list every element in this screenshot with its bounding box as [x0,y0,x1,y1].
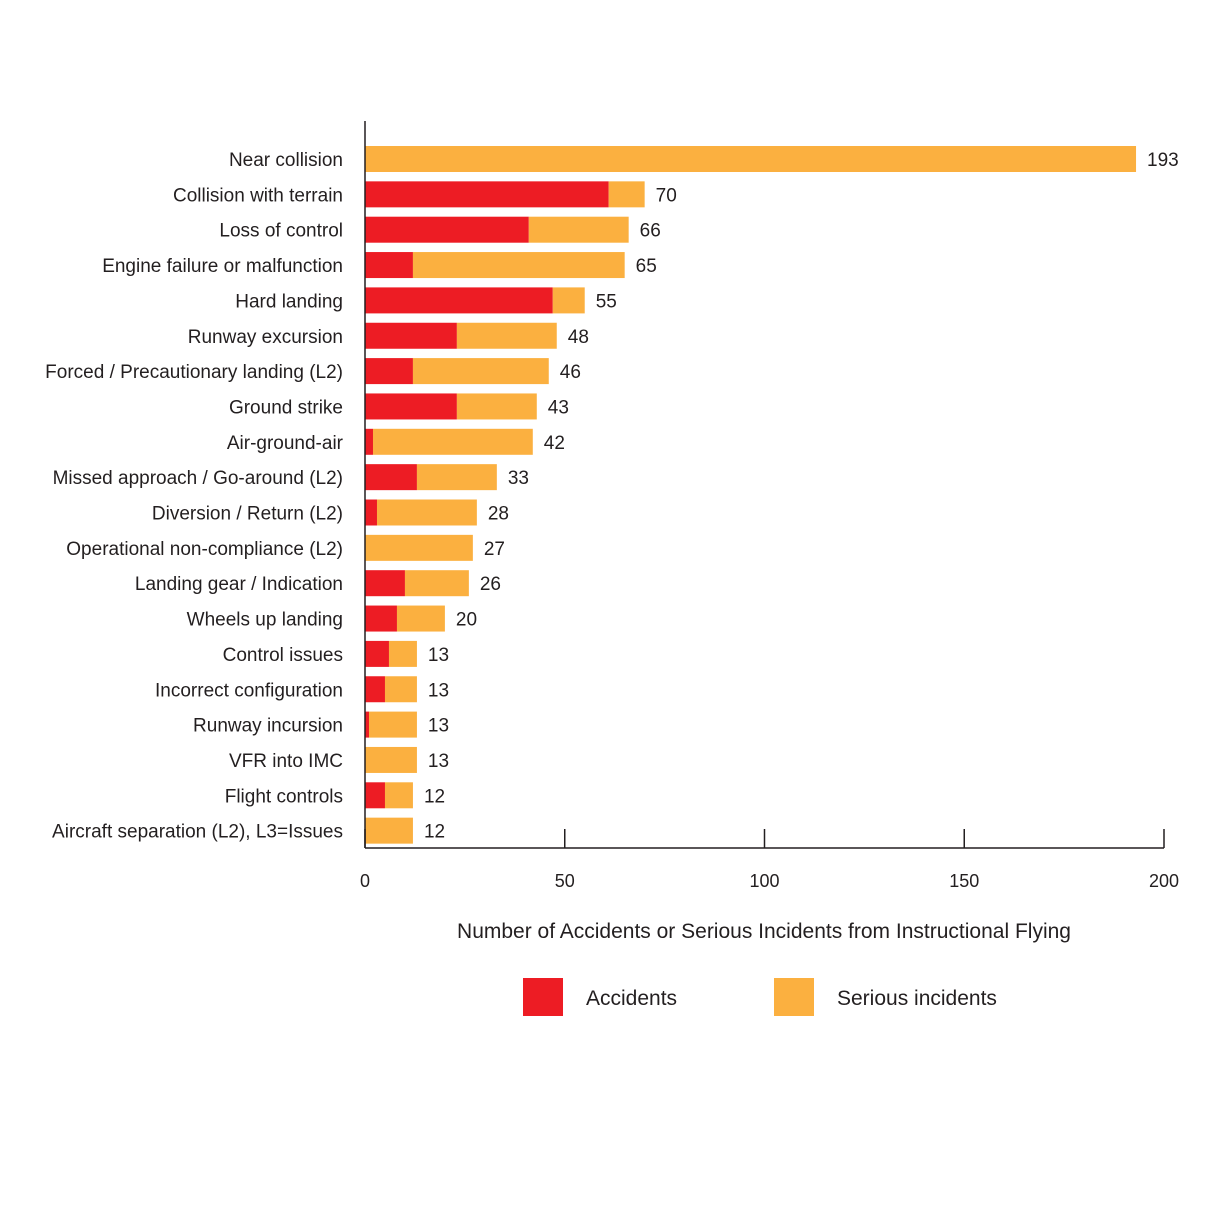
total-label: 28 [488,504,509,525]
bar-serious-incidents-aircraft-separation-l2-l3-issues [365,817,413,844]
category-label: Forced / Precautionary landing (L2) [45,362,343,383]
category-label: Engine failure or malfunction [102,256,343,277]
category-label: Flight controls [225,786,343,807]
bar-accidents-missed-approach-go-around-l2 [365,464,417,491]
total-label: 13 [428,716,449,737]
category-label: Collision with terrain [173,185,343,206]
legend: Accidents Serious incidents [523,978,997,1016]
category-label: Landing gear / Indication [135,574,343,595]
total-label: 13 [428,751,449,772]
bar-accidents-ground-strike [365,393,457,420]
x-tick-label: 100 [749,871,779,891]
total-label: 33 [508,468,529,489]
bar-accidents-control-issues [365,640,389,667]
bars-group [365,146,1137,844]
total-label: 13 [428,645,449,666]
legend-label-serious-incidents: Serious incidents [837,987,997,1010]
bar-serious-incidents-hard-landing [552,287,585,314]
bar-accidents-landing-gear-indication [365,570,405,597]
bar-serious-incidents-forced-precautionary-landing-l2 [412,358,549,385]
bar-accidents-loss-of-control [365,216,529,243]
x-tick-label: 0 [360,871,370,891]
category-label: Hard landing [235,291,343,312]
total-label: 66 [640,221,661,242]
total-label: 43 [548,397,569,418]
bar-serious-incidents-air-ground-air [372,428,533,455]
legend-swatch-serious-incidents [774,978,814,1016]
bar-serious-incidents-runway-incursion [368,711,417,738]
bar-serious-incidents-incorrect-configuration [384,676,417,703]
category-label: Ground strike [229,397,343,418]
bar-serious-incidents-control-issues [388,640,417,667]
category-label: Diversion / Return (L2) [152,504,343,525]
category-labels: Near collision Collision with terrain Loss… [45,150,343,843]
bar-accidents-incorrect-configuration [365,676,385,703]
bar-serious-incidents-ground-strike [456,393,537,420]
bar-serious-incidents-operational-non-compliance-l2 [365,534,473,561]
legend-swatch-accidents [523,978,563,1016]
bar-accidents-runway-incursion [365,711,369,738]
total-label: 42 [544,433,565,454]
total-label: 12 [424,822,445,843]
bar-accidents-runway-excursion [365,322,457,349]
bar-accidents-engine-failure-or-malfunction [365,252,413,279]
bar-serious-incidents-loss-of-control [528,216,629,243]
bar-serious-incidents-vfr-into-imc [365,746,417,773]
legend-label-accidents: Accidents [586,987,677,1010]
category-label: Operational non-compliance (L2) [66,539,343,560]
bar-serious-incidents-runway-excursion [456,322,557,349]
total-label: 48 [568,327,589,348]
category-label: Loss of control [219,221,343,242]
total-label: 20 [456,610,477,631]
x-tick-label: 150 [949,871,979,891]
bar-serious-incidents-collision-with-terrain [608,181,645,208]
bar-serious-incidents-wheels-up-landing [396,605,445,632]
x-tick-label: 200 [1149,871,1179,891]
category-label: Runway excursion [188,327,343,348]
total-label: 55 [596,291,617,312]
x-tick-label: 50 [555,871,575,891]
total-label: 46 [560,362,581,383]
bar-accidents-collision-with-terrain [365,181,609,208]
total-label: 12 [424,786,445,807]
total-label: 193 [1147,150,1179,171]
category-label: Near collision [229,150,343,171]
bar-accidents-wheels-up-landing [365,605,397,632]
bar-accidents-flight-controls [365,782,385,809]
bar-serious-incidents-missed-approach-go-around-l2 [416,464,497,491]
category-label: Control issues [223,645,343,666]
category-label: Aircraft separation (L2), L3=Issues [52,822,343,843]
category-label: Wheels up landing [187,610,343,631]
bar-serious-incidents-landing-gear-indication [404,570,469,597]
category-label: Incorrect configuration [155,680,343,701]
bar-serious-incidents-near-collision [365,146,1137,172]
total-label: 70 [656,185,677,206]
bar-serious-incidents-diversion-return-l2 [376,499,477,526]
x-ticks: 0 50 100 150 200 [360,829,1179,891]
total-label: 65 [636,256,657,277]
bar-accidents-diversion-return-l2 [365,499,377,526]
category-label: Runway incursion [193,716,343,737]
bar-accidents-forced-precautionary-landing-l2 [365,358,413,385]
category-label: VFR into IMC [229,751,343,772]
bar-accidents-hard-landing [365,287,553,314]
total-label: 26 [480,574,501,595]
category-label: Air-ground-air [227,433,344,454]
total-label: 13 [428,680,449,701]
bar-serious-incidents-flight-controls [384,782,413,809]
x-axis-title: Number of Accidents or Serious Incidents… [457,920,1071,943]
total-label: 27 [484,539,505,560]
category-label: Missed approach / Go-around (L2) [53,468,343,489]
bar-serious-incidents-engine-failure-or-malfunction [412,252,625,279]
bar-accidents-air-ground-air [365,428,373,455]
